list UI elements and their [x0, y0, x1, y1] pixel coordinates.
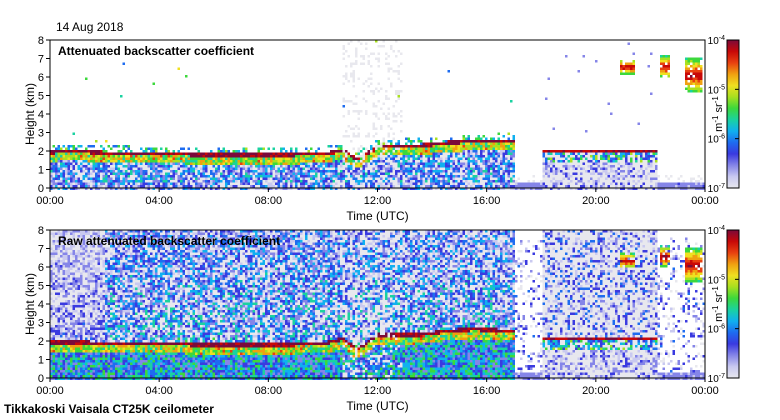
- x-tick-label: 04:00: [145, 195, 173, 207]
- x-tick-label: 04:00: [145, 385, 173, 397]
- heatmap-cells: [50, 230, 705, 380]
- y-tick-label: 4: [38, 299, 44, 311]
- y-tick-label: 1: [38, 355, 44, 367]
- y-tick-label: 3: [38, 318, 44, 330]
- date-label: 14 Aug 2018: [56, 20, 124, 34]
- colorbar-tick-label: 10-6: [708, 324, 725, 336]
- colorbar: [726, 39, 740, 189]
- heatmap-panel-1: 0 1 2 3 4 5 6 7 8 00:00 04:00 08:00 12:00 16:00 20:00 0…: [23, 35, 740, 223]
- x-tick-label: 00:00: [691, 385, 719, 397]
- colorbar-unit-label: m-1 sr-1: [711, 96, 725, 132]
- colorbar-unit-label: m-1 sr-1: [711, 286, 725, 322]
- y-tick-label: 1: [38, 165, 44, 177]
- y-tick-label: 7: [38, 54, 44, 66]
- heatmap-cells: [50, 40, 705, 190]
- x-tick-label: 08:00: [255, 195, 283, 207]
- colorbar-tick-label: 10-5: [708, 274, 725, 286]
- y-axis-label: Height (km): [23, 83, 37, 145]
- x-tick-label: 12:00: [364, 195, 392, 207]
- y-tick-label: 5: [38, 281, 44, 293]
- y-tick-label: 4: [38, 109, 44, 121]
- instrument-label: Tikkakoski Vaisala CT25K ceilometer: [4, 402, 214, 416]
- x-tick-label: 00:00: [36, 385, 64, 397]
- colorbar-tick-label: 10-4: [708, 225, 725, 237]
- x-tick-label: 00:00: [691, 195, 719, 207]
- colorbar: [726, 229, 740, 379]
- colorbar-tick-label: 10-5: [708, 84, 725, 96]
- y-tick-label: 7: [38, 244, 44, 256]
- colorbar-tick-label: 10-7: [708, 373, 725, 385]
- colorbar-tick-label: 10-4: [708, 35, 725, 47]
- y-tick-label: 2: [38, 336, 44, 348]
- y-tick-label: 6: [38, 262, 44, 274]
- x-tick-label: 16:00: [473, 385, 501, 397]
- heatmap-panel-2: 0 1 2 3 4 5 6 7 8 00:00 04:00 08:00 12:00 16:00 20:00 0…: [23, 225, 740, 413]
- chart-title: Raw attenuated backscatter coefficient: [58, 234, 280, 248]
- y-tick-label: 2: [38, 146, 44, 158]
- y-tick-label: 8: [38, 35, 44, 47]
- x-tick-label: 00:00: [36, 195, 64, 207]
- colorbar-tick-label: 10-6: [708, 134, 725, 146]
- x-axis-label: Time (UTC): [346, 399, 408, 413]
- y-tick-label: 5: [38, 91, 44, 103]
- y-tick-label: 3: [38, 128, 44, 140]
- x-tick-label: 20:00: [582, 195, 610, 207]
- x-tick-label: 20:00: [582, 385, 610, 397]
- y-tick-label: 0: [38, 373, 44, 385]
- x-axis-label: Time (UTC): [346, 209, 408, 223]
- y-tick-label: 6: [38, 72, 44, 84]
- x-tick-label: 08:00: [255, 385, 283, 397]
- x-tick-label: 12:00: [364, 385, 392, 397]
- x-tick-label: 16:00: [473, 195, 501, 207]
- chart-title: Attenuated backscatter coefficient: [58, 44, 254, 58]
- colorbar-tick-label: 10-7: [708, 183, 725, 195]
- y-tick-label: 8: [38, 225, 44, 237]
- y-axis-label: Height (km): [23, 273, 37, 335]
- y-tick-label: 0: [38, 183, 44, 195]
